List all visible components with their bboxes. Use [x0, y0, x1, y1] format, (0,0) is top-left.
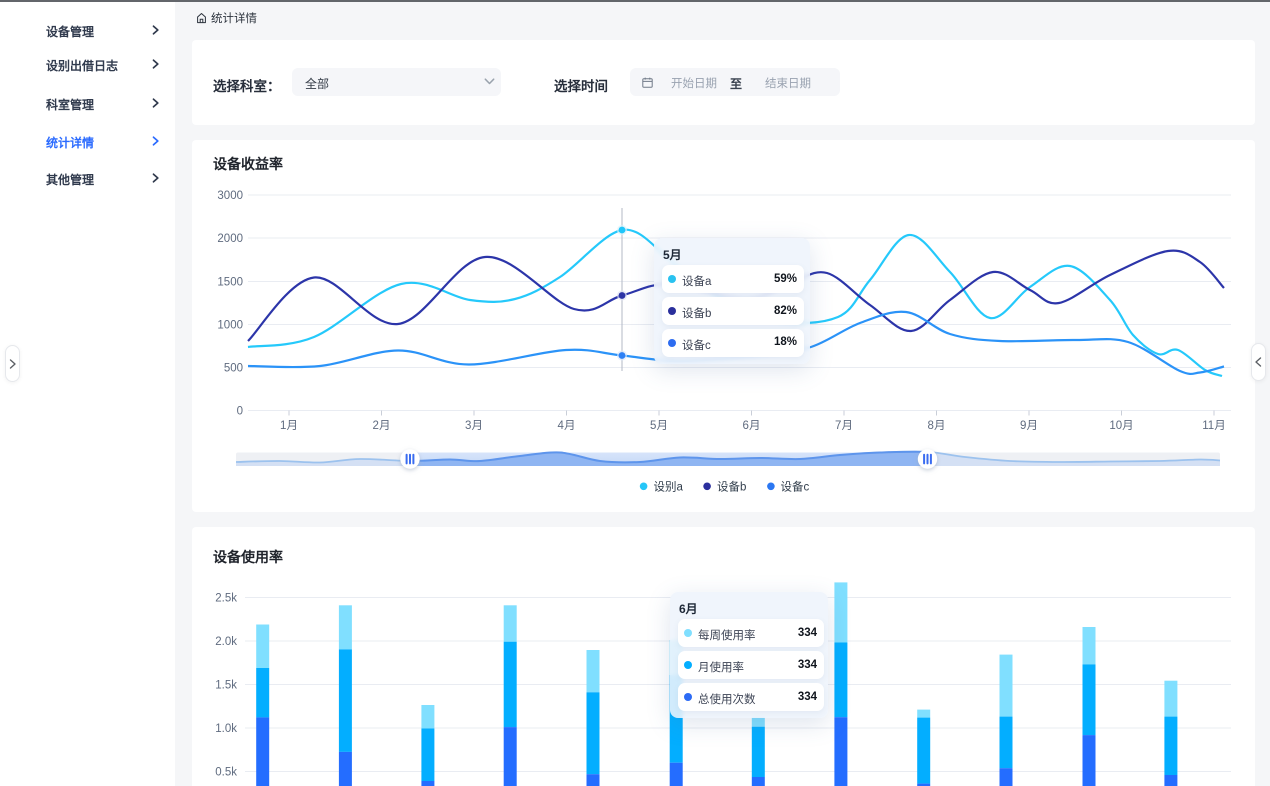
svg-text:2000: 2000 [217, 233, 243, 245]
svg-text:3月: 3月 [465, 420, 483, 432]
svg-text:7月: 7月 [835, 420, 853, 432]
svg-text:0: 0 [237, 406, 243, 418]
svg-text:8月: 8月 [928, 420, 946, 432]
svg-text:4月: 4月 [558, 420, 576, 432]
svg-text:9月: 9月 [1020, 420, 1038, 432]
svg-text:500: 500 [224, 363, 243, 375]
svg-text:0.5k: 0.5k [215, 767, 237, 779]
svg-text:1500: 1500 [217, 277, 243, 289]
svg-text:2.0k: 2.0k [215, 636, 237, 648]
svg-text:6月: 6月 [743, 420, 761, 432]
svg-text:2月: 2月 [373, 420, 391, 432]
svg-text:1.5k: 1.5k [215, 680, 237, 692]
svg-text:设备c: 设备c [781, 480, 810, 494]
svg-text:3000: 3000 [217, 190, 243, 202]
svg-text:10月: 10月 [1109, 420, 1133, 432]
svg-text:5月: 5月 [650, 420, 668, 432]
svg-text:1月: 1月 [280, 420, 298, 432]
svg-text:设备b: 设备b [717, 480, 746, 494]
svg-text:2.5k: 2.5k [215, 593, 237, 605]
svg-text:设别a: 设别a [654, 481, 684, 494]
svg-text:11月: 11月 [1202, 420, 1225, 432]
svg-text:1000: 1000 [217, 320, 243, 332]
svg-text:1.0k: 1.0k [215, 723, 237, 735]
